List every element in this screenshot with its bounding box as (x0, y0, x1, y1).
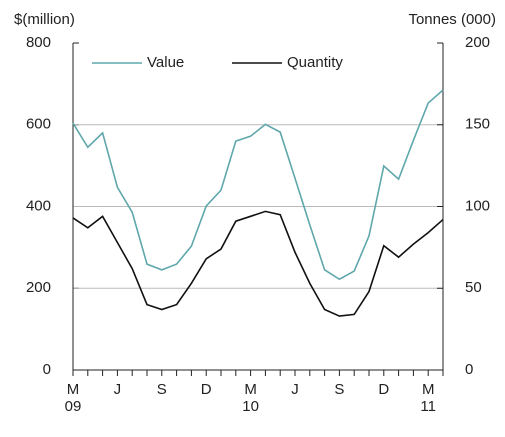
x-tick-label: S (334, 381, 344, 398)
legend-label: Quantity (287, 54, 343, 71)
x-tick-label: M (422, 381, 435, 398)
x-tick-label: S (157, 381, 167, 398)
series-line (72, 89, 444, 281)
y-tick-label: 200 (26, 279, 51, 296)
x-year-label: 10 (242, 398, 259, 415)
y2-axis-label: Tonnes (000) (408, 11, 496, 28)
x-tick-label: J (291, 381, 299, 398)
y-tick-label: 600 (26, 116, 51, 133)
x-tick-label: J (114, 381, 122, 398)
x-tick-label: M (244, 381, 257, 398)
y2-tick-label: 100 (465, 197, 490, 214)
y-tick-label: 800 (26, 34, 51, 51)
y-tick-label: 0 (43, 361, 51, 378)
x-tick-label: D (378, 381, 389, 398)
y2-tick-label: 0 (465, 361, 473, 378)
y2-tick-label: 150 (465, 116, 490, 133)
legend-label: Value (147, 54, 184, 71)
x-tick-label: M (67, 381, 80, 398)
x-tick-label: D (201, 381, 212, 398)
series-line (72, 210, 444, 317)
x-year-label: 09 (65, 398, 82, 415)
y-axis-label: $(million) (14, 11, 75, 28)
x-year-label: 11 (420, 398, 436, 415)
y2-tick-label: 50 (465, 279, 482, 296)
y2-tick-label: 200 (465, 34, 490, 51)
y-tick-label: 400 (26, 197, 51, 214)
